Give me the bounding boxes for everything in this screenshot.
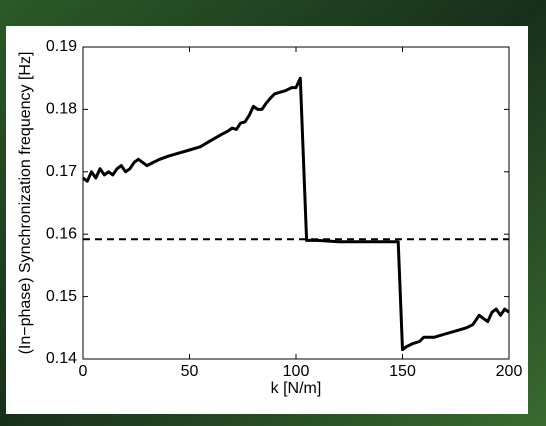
plot-area	[82, 46, 510, 360]
y-tick-label: 0.17	[46, 163, 77, 180]
y-tick-label: 0.16	[46, 225, 77, 242]
data-line	[82, 76, 510, 352]
x-axis-label: k [N/m]	[271, 380, 322, 397]
y-tick-label: 0.14	[46, 350, 77, 367]
y-tick-label: 0.15	[46, 288, 77, 305]
x-tick-label: 50	[181, 363, 199, 380]
y-tick-label: 0.19	[46, 38, 77, 55]
y-tick-label: 0.18	[46, 101, 77, 118]
x-tick-label: 100	[283, 363, 310, 380]
x-tick-label: 0	[79, 363, 88, 380]
y-axis-label: (In−phase) Synchronization frequency [Hz…	[17, 52, 34, 355]
x-tick-label: 200	[496, 363, 523, 380]
x-tick-label: 150	[389, 363, 416, 380]
